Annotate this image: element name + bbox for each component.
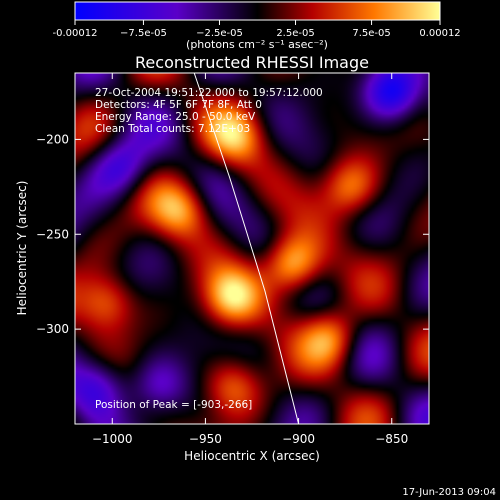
colorbar-tick-label: 7.5e-05 xyxy=(352,28,390,39)
annotation-energy: Energy Range: 25.0 - 50.0 keV xyxy=(95,111,256,123)
footer-timestamp: 17-Jun-2013 09:04 xyxy=(402,487,496,498)
peak-position-label: Position of Peak = [-903,-266] xyxy=(95,399,252,411)
x-axis: −1000 −950 −900 −850 xyxy=(92,73,408,446)
annotation-counts: Clean Total counts: 7.12E+03 xyxy=(95,123,250,135)
annotations: 27-Oct-2004 19:51:22.000 to 19:57:12.000… xyxy=(95,87,323,411)
x-tick-label: −850 xyxy=(375,432,408,446)
chart-title: Reconstructed RHESSI Image xyxy=(135,53,369,72)
colorbar-ticks xyxy=(74,20,441,25)
y-axis: −200 −250 −300 xyxy=(36,132,429,336)
y-axis-label: Heliocentric Y (arcsec) xyxy=(15,181,29,316)
x-tick-label: −950 xyxy=(189,432,222,446)
colorbar-tick-label: 2.5e-05 xyxy=(276,28,314,39)
colorbar-tick-label: -0.00012 xyxy=(53,28,98,39)
x-tick-label: −900 xyxy=(282,432,315,446)
colorbar-tick-labels: -0.00012 −7.5e-05 −2.5e-05 2.5e-05 7.5e-05 0.… xyxy=(53,28,461,39)
y-tick-label: −200 xyxy=(36,132,69,146)
colorbar-tick-label: −7.5e-05 xyxy=(120,28,167,39)
solar-limb-curve xyxy=(193,73,300,424)
colorbar-tick-label: −2.5e-05 xyxy=(196,28,243,39)
plot-area xyxy=(74,72,430,425)
annotation-detectors: Detectors: 4F 5F 6F 7F 8F, Att 0 xyxy=(95,99,262,111)
x-tick-label: −1000 xyxy=(92,432,133,446)
x-axis-label: Heliocentric X (arcsec) xyxy=(184,449,320,463)
colorbar-tick-label: 0.00012 xyxy=(419,28,460,39)
annotation-time: 27-Oct-2004 19:51:22.000 to 19:57:12.000 xyxy=(95,87,323,99)
plot-frame xyxy=(74,72,430,425)
colorbar-unit-label: (photons cm⁻² s⁻¹ asec⁻²) xyxy=(186,38,328,51)
y-tick-label: −250 xyxy=(36,227,69,241)
colorbar xyxy=(74,1,441,21)
y-tick-label: −300 xyxy=(36,322,69,336)
